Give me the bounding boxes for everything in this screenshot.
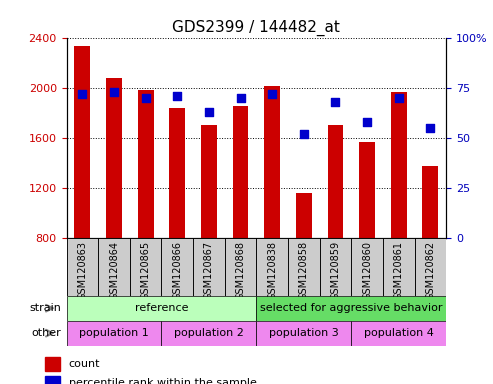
- Bar: [423, 166, 438, 238]
- Bar: [256, 321, 352, 346]
- Bar: [264, 86, 280, 238]
- Text: GSM120867: GSM120867: [204, 241, 214, 300]
- Bar: [45, 357, 60, 371]
- Text: GSM120858: GSM120858: [299, 241, 309, 300]
- Bar: [67, 296, 256, 321]
- Text: percentile rank within the sample: percentile rank within the sample: [69, 378, 256, 384]
- Text: GSM120864: GSM120864: [109, 241, 119, 300]
- Bar: [352, 238, 383, 296]
- Text: strain: strain: [30, 303, 62, 313]
- Text: reference: reference: [135, 303, 188, 313]
- Text: population 2: population 2: [174, 328, 244, 338]
- Bar: [130, 238, 161, 296]
- Bar: [201, 124, 217, 238]
- Point: [363, 119, 371, 125]
- Text: GSM120863: GSM120863: [77, 241, 87, 300]
- Point: [237, 95, 245, 101]
- Bar: [170, 108, 185, 238]
- Bar: [256, 296, 446, 321]
- Text: population 1: population 1: [79, 328, 149, 338]
- Bar: [45, 376, 60, 384]
- Point: [110, 89, 118, 95]
- Bar: [352, 321, 446, 346]
- Bar: [415, 238, 446, 296]
- Bar: [138, 89, 153, 238]
- Text: GSM120861: GSM120861: [394, 241, 404, 300]
- Point: [78, 91, 86, 98]
- Bar: [67, 321, 162, 346]
- Text: population 3: population 3: [269, 328, 339, 338]
- Point: [426, 125, 434, 131]
- Bar: [74, 46, 90, 238]
- Text: GSM120838: GSM120838: [267, 241, 277, 300]
- Text: other: other: [32, 328, 62, 338]
- Point: [395, 95, 403, 101]
- Point: [174, 93, 181, 99]
- Bar: [327, 124, 343, 238]
- Bar: [161, 321, 256, 346]
- Bar: [233, 106, 248, 238]
- Point: [331, 99, 339, 105]
- Text: GSM120859: GSM120859: [330, 241, 341, 300]
- Bar: [161, 238, 193, 296]
- Bar: [67, 238, 98, 296]
- Point: [205, 109, 213, 115]
- Bar: [288, 238, 319, 296]
- Text: selected for aggressive behavior: selected for aggressive behavior: [260, 303, 443, 313]
- Bar: [296, 193, 312, 238]
- Bar: [391, 92, 407, 238]
- Text: GSM120866: GSM120866: [172, 241, 182, 300]
- Text: count: count: [69, 359, 100, 369]
- Text: population 4: population 4: [364, 328, 434, 338]
- Bar: [319, 238, 351, 296]
- Bar: [359, 142, 375, 238]
- Bar: [106, 78, 122, 238]
- Point: [268, 91, 276, 98]
- Title: GDS2399 / 144482_at: GDS2399 / 144482_at: [173, 20, 340, 36]
- Point: [141, 95, 149, 101]
- Bar: [225, 238, 256, 296]
- Bar: [256, 238, 288, 296]
- Bar: [193, 238, 225, 296]
- Point: [300, 131, 308, 137]
- Text: GSM120862: GSM120862: [425, 241, 435, 300]
- Text: GSM120868: GSM120868: [236, 241, 246, 300]
- Text: GSM120865: GSM120865: [141, 241, 151, 300]
- Text: GSM120860: GSM120860: [362, 241, 372, 300]
- Bar: [383, 238, 415, 296]
- Bar: [98, 238, 130, 296]
